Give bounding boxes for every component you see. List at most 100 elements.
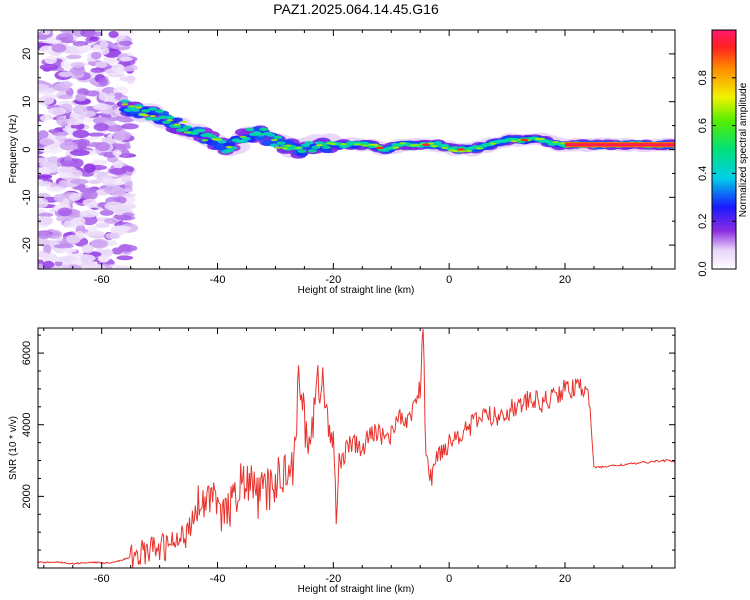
spectrogram-ridge-blob (320, 147, 333, 154)
spectrogram-noise-blob (48, 129, 60, 134)
colorbar-tick-label: 0.6 (697, 118, 709, 133)
spectrogram-ridge-blob (225, 145, 233, 149)
spectrogram-ridge-blob (510, 140, 518, 143)
spectrogram-ridge-blob (180, 120, 188, 123)
spectrogram-noise-blob (38, 83, 49, 92)
spectrogram-noise-blob (93, 123, 109, 132)
spectrogram-noise-blob (39, 63, 59, 71)
spectrogram-noise-blob (99, 40, 109, 49)
spectrogram-noise-blob (115, 265, 135, 269)
colorbar-tick-label: 0.0 (697, 261, 709, 276)
spectrogram-ridge-blob (430, 145, 438, 148)
spectrogram-ridge-blob (274, 146, 282, 149)
spectrogram-x-tick-label: -40 (210, 274, 226, 286)
spectrogram-ridge-blob (121, 103, 129, 106)
spectrogram-panel: -60 -40 -20 0 20 -20 -10 0 10 20 Height of strai… (8, 29, 676, 296)
snr-x-tick-label: -20 (325, 573, 341, 585)
spectrogram-ridge-blob (399, 142, 407, 145)
spectrogram-noise-blob (118, 244, 138, 252)
spectrogram-noise-blob (104, 124, 124, 132)
spectrogram-noise-blob (75, 216, 86, 227)
spectrogram-noise-blob (104, 68, 125, 76)
spectrogram-noise-blob (70, 178, 89, 185)
spectrogram-noise-blob (60, 248, 77, 253)
colorbar: 0.0 0.2 0.4 0.6 0.8 Normalized spectral ampl… (697, 29, 749, 277)
colorbar-tick-label: 0.2 (697, 214, 709, 229)
spectrogram-noise-blob (56, 116, 68, 126)
spectrogram-noise-blob (120, 149, 130, 158)
spectrogram-ridge-blob (144, 117, 154, 121)
spectrogram-noise-blob (61, 160, 77, 167)
colorbar-tick-label: 0.8 (697, 70, 709, 85)
snr-series-line (38, 329, 675, 568)
spectrogram-noise-blob (99, 209, 114, 216)
spectrogram-noise-blob (82, 190, 98, 200)
spectrogram-noise-blob (80, 30, 96, 38)
spectrogram-noise-blob (38, 212, 54, 218)
spectrogram-x-ticks: -60 -40 -20 0 20 (43, 30, 653, 286)
spectrogram-ridge-blob (304, 140, 314, 145)
spectrogram-x-tick-label: -60 (94, 274, 110, 286)
spectrogram-ridge-blob (182, 125, 192, 129)
spectrogram-ridge-blob (148, 107, 158, 111)
spectrogram-noise-blob (81, 244, 94, 254)
spectrogram-ridge-blob (162, 120, 172, 125)
spectrogram-noise-blob (53, 257, 65, 263)
spectrogram-noise-blob (42, 260, 55, 269)
spectrogram-ridge-blob (217, 139, 227, 144)
spectrogram-ridge-blob (239, 135, 247, 139)
spectrogram-noise-blob (81, 110, 96, 118)
spectrogram-ridge-blob (196, 128, 206, 133)
spectrogram-noise-blob (104, 201, 124, 211)
spectrogram-ridge-blob (340, 143, 348, 146)
spectrogram-noise-blob (105, 232, 119, 239)
spectrogram-y-tick-label: -10 (21, 189, 33, 205)
figure-title: PAZ1.2025.064.14.45.G16 (273, 1, 439, 17)
snr-x-tick-label: -40 (210, 573, 226, 585)
spectrogram-noise-blob (69, 66, 86, 76)
spectrogram-noise-blob (95, 142, 111, 152)
spectrogram-noise-blob (92, 44, 102, 52)
spectrogram-noise-blob (74, 93, 87, 102)
spectrogram-ridge-blob (361, 144, 369, 147)
spectrogram-noise-blob (83, 163, 96, 174)
spectrogram-ridge-blob (315, 144, 323, 147)
spectrogram-noise-blob (111, 225, 131, 232)
spectrogram-noise-blob (38, 251, 50, 258)
spectrogram-y-tick-label: 20 (21, 48, 33, 60)
spectrogram-ridge-blob (354, 143, 362, 146)
spectrogram-noise-blob (66, 234, 81, 244)
spectrogram-noise-blob (51, 43, 67, 53)
spectrogram-ridge-blob (269, 143, 279, 148)
spectrogram-ridge-blob (215, 138, 223, 141)
spectrogram-ridge-blob (179, 128, 189, 132)
spectrogram-noise-blob (72, 41, 86, 47)
spectrogram-ridge-blob (441, 146, 449, 149)
spectrogram-ridge-blob (170, 117, 183, 123)
spectrogram-noise-blob (55, 134, 67, 142)
spectrogram-ridge-blob (475, 147, 483, 150)
spectrogram-ridge-blob (295, 146, 303, 149)
spectrogram-noise-blob (120, 175, 132, 183)
spectrogram-ridge-blob (151, 117, 161, 121)
spectrogram-noise-blob (62, 220, 80, 228)
spectrogram-noise-blob (110, 187, 127, 198)
spectrogram-ridge-blob (413, 144, 421, 147)
spectrogram-ridge-blob (307, 149, 317, 153)
spectrogram-noise-blob (65, 117, 84, 126)
spectrogram-noise-blob (116, 255, 134, 261)
spectrogram-ridge-blob (141, 109, 151, 113)
spectrogram-noise-blob (121, 204, 136, 209)
spectrogram-noise-blob (90, 51, 102, 60)
spectrogram-noise-blob (59, 166, 77, 174)
spectrogram-ridge-blob (392, 146, 400, 149)
spectrogram-ridge-blob (321, 145, 331, 150)
spectrogram-noise-blob (43, 244, 52, 255)
spectrogram-ridge-blob (270, 138, 278, 142)
spectrogram-noise-blob (118, 40, 133, 46)
spectrogram-ridge-blob (158, 115, 168, 120)
spectrogram-ridge-blob (297, 149, 307, 154)
spectrogram-noise-blob (38, 95, 55, 105)
spectrogram-noise-blob (120, 56, 133, 62)
spectrogram-noise-blob (57, 207, 72, 217)
